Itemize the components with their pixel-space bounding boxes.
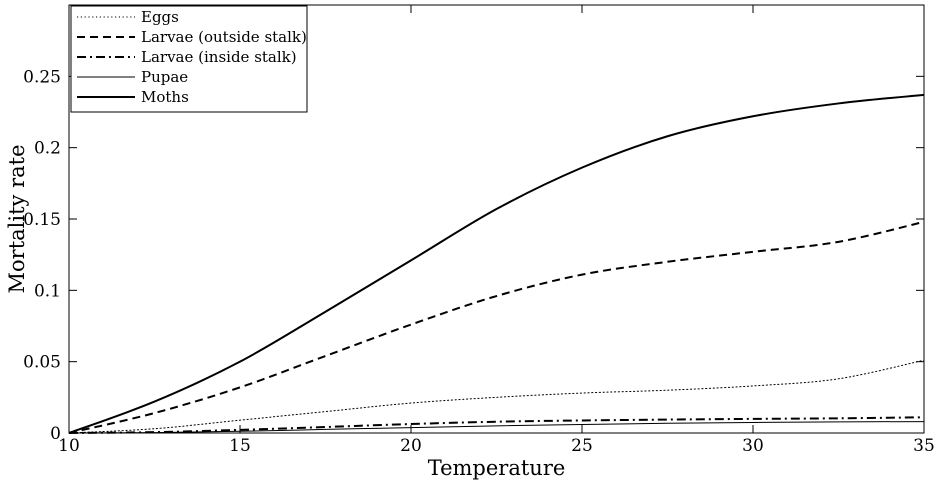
y-tick-label: 0.25 bbox=[23, 67, 61, 87]
y-tick-label: 0.2 bbox=[34, 139, 61, 159]
x-tick-label: 35 bbox=[913, 436, 935, 456]
series-layer bbox=[68, 93, 925, 434]
x-tick-label: 10 bbox=[58, 436, 80, 456]
legend-label: Larvae (outside stalk) bbox=[141, 28, 307, 46]
x-tick-label: 30 bbox=[742, 436, 764, 456]
x-tick-label: 15 bbox=[229, 436, 251, 456]
y-tick-label: 0.1 bbox=[34, 281, 61, 301]
legend-box bbox=[70, 5, 308, 113]
series-line-larvae-outside-stalk bbox=[68, 220, 925, 434]
legend-label: Larvae (inside stalk) bbox=[141, 48, 297, 66]
series-line-moths bbox=[68, 93, 925, 434]
y-tick-label: 0.05 bbox=[23, 353, 61, 373]
y-tick-label: 0.15 bbox=[23, 210, 61, 230]
legend-label: Eggs bbox=[141, 8, 179, 26]
series-line-pupae bbox=[68, 421, 925, 434]
y-axis-label: Mortality rate bbox=[5, 145, 29, 294]
legend: Eggs Larvae (outside stalk) Larvae (inside… bbox=[70, 5, 308, 113]
series-line-larvae-inside-stalk bbox=[68, 416, 925, 434]
plot-frame bbox=[68, 4, 925, 434]
legend-label: Pupae bbox=[141, 68, 188, 86]
x-axis-label: Temperature bbox=[428, 456, 566, 480]
x-tick-label: 25 bbox=[571, 436, 593, 456]
series-line-eggs bbox=[68, 359, 925, 434]
legend-label: Moths bbox=[141, 88, 189, 106]
x-tick-label: 20 bbox=[400, 436, 422, 456]
y-tick-label: 0 bbox=[50, 424, 61, 444]
